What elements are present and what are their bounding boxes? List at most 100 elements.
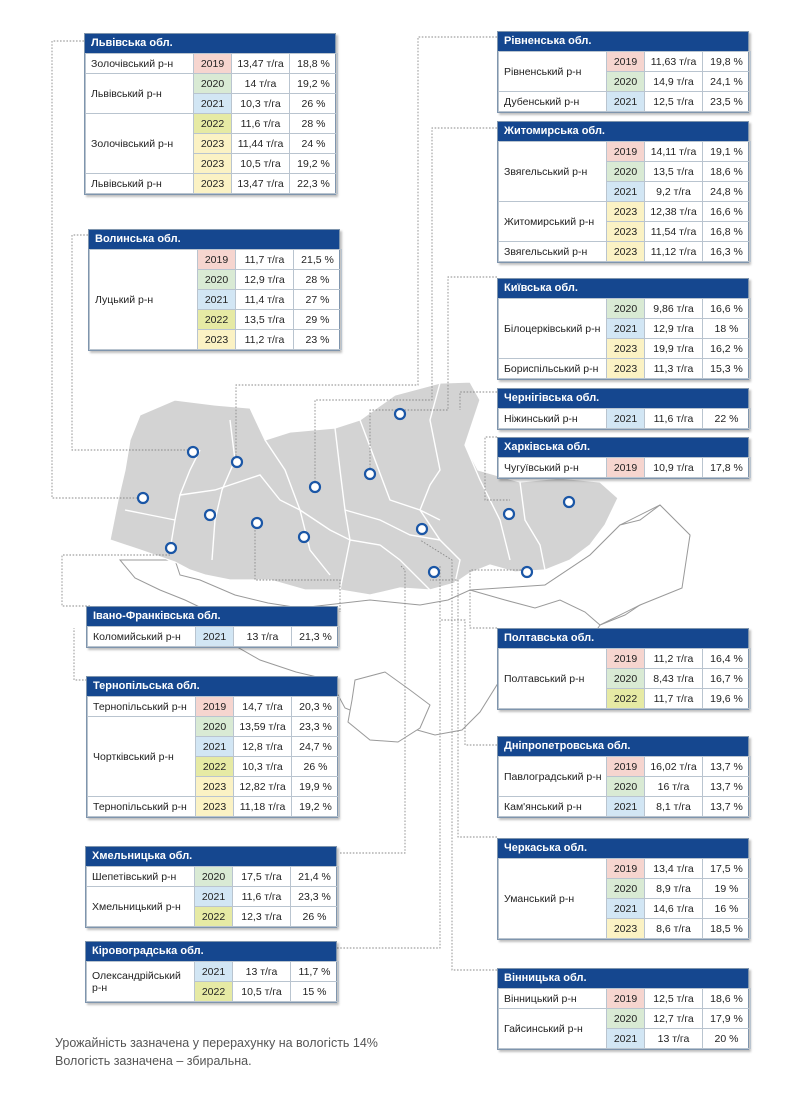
moisture-cell: 22 % [702,408,751,429]
table-row: Білоцерківський р-н 2020 9,86 т/га 16,6 % [498,298,751,359]
yield-cell: 14,9 т/га [644,71,703,92]
district-cell: Житомирський р-н [498,201,607,242]
card-title: Львівська обл. [85,34,335,53]
table-row: 2023 10,5 т/га 19,2 % [86,153,338,174]
district-cell: Гайсинський р-н [498,1008,607,1049]
year-cell: 2021 [606,796,645,817]
moisture-cell: 16,7 % [702,668,751,689]
table-row: 2022 11,7 т/га 19,6 % [499,688,751,709]
year-cell: 2023 [606,338,645,359]
card-title: Рівненська обл. [498,32,748,51]
table-row: Павлоградський р-н 2019 16,02 т/га 13,7 % [498,756,751,797]
card-title: Чернігівська обл. [498,389,748,408]
yield-cell: 12,9 т/га [235,269,294,290]
yield-cell: 16,02 т/га [644,756,703,777]
moisture-cell: 18,6 % [702,161,751,182]
marker-cherkasy [415,522,429,536]
moisture-cell: 26 % [291,756,340,777]
table-row: Житомирський р-н 2023 12,38 т/га 16,6 % [498,201,751,242]
yield-table: Луцький р-н 2019 11,7 т/га 21,5 % 2020 12,9 т… [89,249,342,350]
district-cell: Львівський р-н [85,173,194,194]
table-row: 2023 11,54 т/га 16,8 % [499,221,751,242]
moisture-cell: 17,9 % [702,1008,751,1029]
leader-lines [51,36,525,971]
year-cell: 2019 [606,988,645,1009]
year-cell: 2021 [606,898,645,919]
year-cell: 2019 [195,696,234,717]
district-cell: Золочівський р-н [85,53,194,74]
moisture-cell: 19,1 % [702,141,751,162]
yield-cell: 13,4 т/га [644,858,703,879]
moisture-cell: 16,6 % [702,298,751,319]
district-cell: Звягельський р-н [498,141,607,202]
moisture-cell: 17,8 % [702,457,751,478]
district-cell: Бориспільський р-н [498,358,607,379]
yield-cell: 10,9 т/га [644,457,703,478]
card-kharkiv: Харківська обл. Чугуївський р-н 2019 10,9 т… [497,437,751,479]
yield-cell: 13 т/га [233,626,292,647]
year-cell: 2023 [606,358,645,379]
yield-cell: 12,3 т/га [232,906,291,927]
card-title: Київська обл. [498,279,748,298]
table-row: 2021 13 т/га 20 % [499,1028,751,1049]
year-cell: 2020 [606,668,645,689]
year-cell: 2023 [195,796,234,817]
yield-cell: 10,5 т/га [232,981,291,1002]
year-cell: 2023 [606,201,645,222]
yield-cell: 11,2 т/га [644,648,703,669]
moisture-cell: 22,3 % [289,173,338,194]
year-cell: 2021 [195,736,234,757]
moisture-cell: 23 % [293,329,342,350]
yield-cell: 13,47 т/га [231,53,290,74]
moisture-cell: 23,3 % [290,886,339,907]
moisture-cell: 16 % [702,898,751,919]
year-cell: 2023 [195,776,234,797]
yield-cell: 11,4 т/га [235,289,294,310]
table-row: 2021 11,4 т/га 27 % [90,289,342,310]
year-cell: 2019 [606,51,645,72]
table-row: 2021 14,6 т/га 16 % [499,898,751,919]
table-row: Дубенський р-н 2021 12,5 т/га 23,5 % [498,91,751,112]
moisture-cell: 17,5 % [702,858,751,879]
yield-cell: 14 т/га [231,73,290,94]
table-row: 2023 11,44 т/га 24 % [86,133,338,154]
year-cell: 2021 [606,91,645,112]
marker-ivano [164,541,178,555]
yield-cell: 17,5 т/га [232,866,291,887]
yield-cell: 14,6 т/га [644,898,703,919]
district-cell: Коломийський р-н [87,626,196,647]
year-cell: 2022 [197,309,236,330]
card-poltava: Полтавська обл. Полтавський р-н 2019 11,2 т… [497,628,751,710]
moisture-cell: 28 % [289,113,338,134]
yield-table: Золочівський р-н 2019 13,47 т/га 18,8 % Льві… [85,53,338,194]
table-row: Ніжинський р-н 2021 11,6 т/га 22 % [498,408,751,429]
year-cell: 2023 [193,153,232,174]
year-cell: 2020 [197,269,236,290]
district-cell: Золочівський р-н [85,113,194,174]
card-zhytomyr: Житомирська обл. Звягельський р-н 2019 14,1… [497,121,751,263]
card-title: Кіровоградська обл. [86,942,336,961]
table-row: Гайсинський р-н 2020 12,7 т/га 17,9 % [498,1008,751,1049]
year-cell: 2020 [606,71,645,92]
moisture-cell: 20 % [702,1028,751,1049]
table-row: 2020 13,5 т/га 18,6 % [499,161,751,182]
yield-cell: 13,47 т/га [231,173,290,194]
yield-cell: 12,5 т/га [644,91,703,112]
yield-table: Білоцерківський р-н 2020 9,86 т/га 16,6 % 20… [498,298,751,379]
year-cell: 2022 [193,113,232,134]
yield-cell: 12,38 т/га [644,201,703,222]
table-row: 2021 12,8 т/га 24,7 % [88,736,340,757]
yield-cell: 11,18 т/га [233,796,292,817]
table-row: Чугуївський р-н 2019 10,9 т/га 17,8 % [498,457,751,478]
yield-cell: 12,8 т/га [233,736,292,757]
moisture-cell: 24,8 % [702,181,751,202]
yield-cell: 9,2 т/га [644,181,703,202]
yield-cell: 11,2 т/га [235,329,294,350]
district-cell: Павлоградський р-н [498,756,607,797]
yield-cell: 12,7 т/га [644,1008,703,1029]
year-cell: 2021 [606,181,645,202]
year-cell: 2020 [606,1008,645,1029]
moisture-cell: 11,7 % [290,961,339,982]
card-volyn: Волинська обл. Луцький р-н 2019 11,7 т/га 21… [88,229,342,351]
year-cell: 2022 [194,981,233,1002]
